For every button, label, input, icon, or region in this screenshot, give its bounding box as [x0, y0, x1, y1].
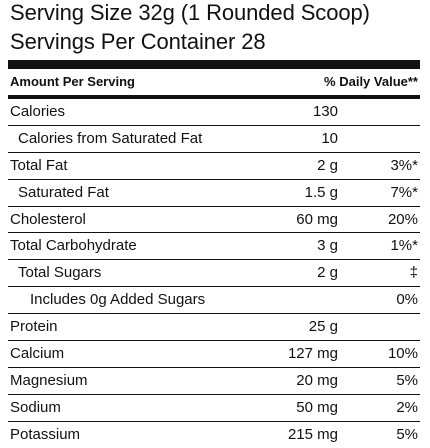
nutrient-daily-value: 7%* — [390, 183, 418, 201]
nutrient-row-total-carbohydrate: Total Carbohydrate 3 g 1%* — [8, 233, 420, 261]
nutrient-row-total-sugars: Total Sugars 2 g ‡ — [8, 260, 420, 288]
nutrient-row-potassium: Potassium 215 mg 5% — [8, 422, 420, 448]
nutrient-row-protein: Protein 25 g — [8, 314, 420, 342]
nutrient-daily-value: 5% — [396, 371, 418, 389]
nutrient-row-calories-sat-fat: Calories from Saturated Fat 10 — [8, 126, 420, 153]
nutrient-rows: Calories 130 Calories from Saturated Fat… — [8, 99, 420, 448]
nutrient-label: Sodium — [10, 398, 61, 416]
nutrient-daily-value: 0% — [396, 291, 418, 309]
nutrient-daily-value: 20% — [387, 210, 418, 228]
nutrient-row-added-sugars: Includes 0g Added Sugars 0% — [8, 287, 420, 315]
nutrient-label: Calcium — [10, 345, 65, 363]
nutrient-label: Magnesium — [10, 371, 88, 389]
nutrient-label: Calories — [10, 103, 66, 120]
thick-divider — [8, 60, 420, 69]
nutrient-daily-value: 1%* — [390, 237, 418, 255]
nutrient-label: Total Carbohydrate — [10, 237, 137, 255]
nutrient-amount: 127 mg — [287, 345, 338, 363]
nutrient-row-saturated-fat: Saturated Fat 1.5 g 7%* — [8, 180, 420, 207]
serving-size-text: Serving Size 32g (1 Rounded Scoop) — [10, 0, 370, 25]
nutrient-label: Total Sugars — [18, 264, 102, 282]
nutrient-label: Protein — [10, 318, 58, 336]
nutrient-amount: 2 g — [317, 264, 338, 282]
nutrient-label: Potassium — [10, 425, 81, 443]
nutrient-label: Cholesterol — [10, 210, 86, 228]
nutrient-daily-value: 10% — [387, 345, 418, 363]
nutrient-label: Total Fat — [10, 156, 68, 174]
nutrient-row-calories: Calories 130 — [8, 99, 420, 126]
nutrient-amount: 3 g — [317, 237, 338, 255]
nutrient-amount: 215 mg — [287, 425, 338, 443]
nutrient-daily-value: 3%* — [390, 156, 418, 174]
nutrient-amount: 25 g — [308, 318, 338, 336]
nutrient-daily-value: 5% — [396, 425, 418, 443]
nutrient-label: Saturated Fat — [18, 183, 109, 201]
nutrient-row-sodium: Sodium 50 mg 2% — [8, 395, 420, 422]
nutrient-daily-value: 2% — [396, 398, 418, 416]
nutrient-amount: 130 — [312, 103, 338, 120]
servings-per-container-text: Servings Per Container 28 — [10, 29, 266, 54]
nutrient-row-cholesterol: Cholesterol 60 mg 20% — [8, 207, 420, 234]
nutrient-label: Calories from Saturated Fat — [18, 129, 203, 147]
nutrient-amount: 60 mg — [296, 210, 338, 228]
nutrition-facts-panel: Serving Size 32g (1 Rounded Scoop) Servi… — [8, 0, 420, 443]
nutrient-row-total-fat: Total Fat 2 g 3%* — [8, 153, 420, 180]
amount-per-serving-heading: Amount Per Serving — [10, 74, 135, 89]
nutrient-amount: 10 — [321, 129, 338, 147]
nutrient-daily-value: ‡ — [409, 264, 418, 282]
nutrient-row-magnesium: Magnesium 20 mg 5% — [8, 368, 420, 395]
nutrient-amount: 50 mg — [296, 398, 338, 416]
nutrient-row-calcium: Calcium 127 mg 10% — [8, 341, 420, 368]
medium-divider — [8, 95, 420, 99]
table-header: Amount Per Serving % Daily Value** — [10, 72, 420, 92]
nutrient-amount: 1.5 g — [304, 183, 338, 201]
daily-value-heading: % Daily Value** — [324, 74, 418, 89]
nutrient-label: Includes 0g Added Sugars — [30, 291, 206, 309]
nutrient-amount: 20 mg — [296, 371, 338, 389]
nutrient-amount: 2 g — [317, 156, 338, 174]
